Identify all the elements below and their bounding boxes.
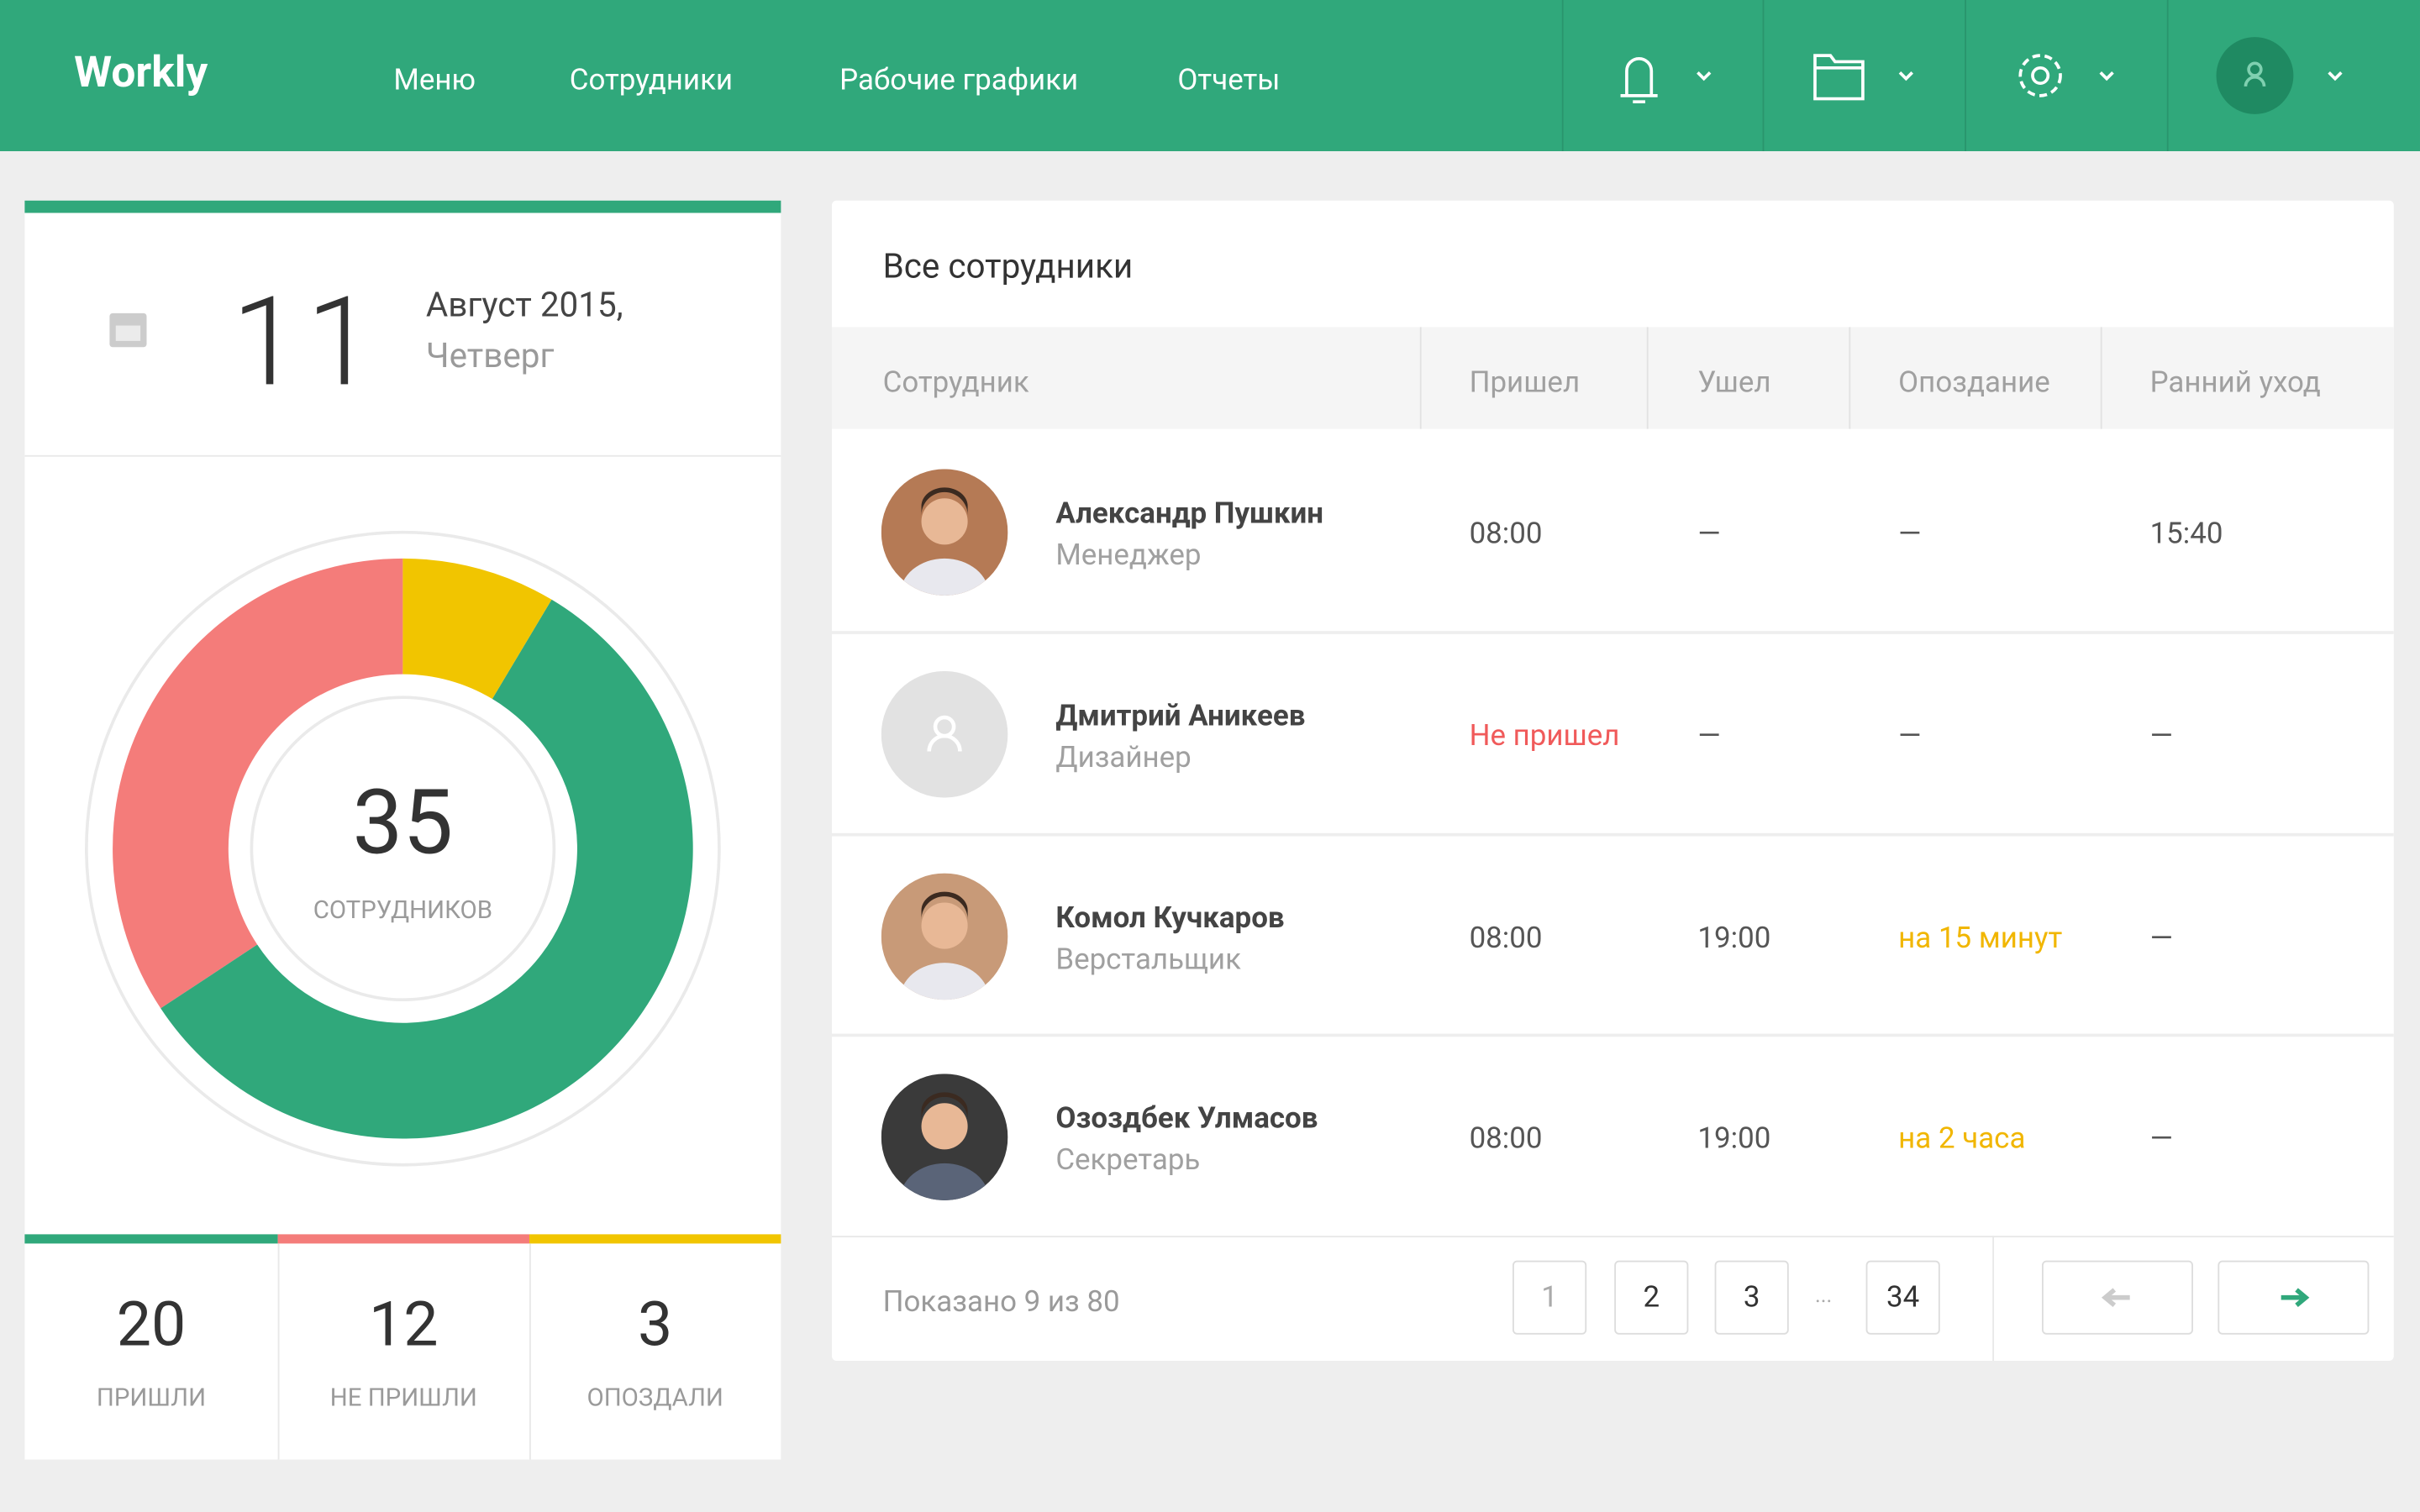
divider xyxy=(277,1243,280,1460)
avatar-button[interactable] xyxy=(2216,37,2294,114)
page-button[interactable]: 3 xyxy=(1714,1260,1789,1335)
early-leave: — xyxy=(2149,918,2173,955)
nav-item[interactable]: Отчеты xyxy=(1177,61,1281,97)
stat-label: ОПОЗДАЛИ xyxy=(587,1382,723,1412)
stat-label: НЕ ПРИШЛИ xyxy=(329,1382,477,1412)
employee-role: Дизайнер xyxy=(1055,738,1192,774)
table-title: Все сотрудники xyxy=(882,248,1134,287)
early-leave: — xyxy=(2149,1120,2173,1157)
stat-value: 12 xyxy=(369,1288,439,1361)
header xyxy=(0,0,2420,151)
calendar-icon xyxy=(109,312,147,348)
date-day: 11 xyxy=(231,270,381,416)
arrived: 08:00 xyxy=(1469,515,1543,551)
stat-value: 20 xyxy=(116,1288,187,1361)
arrived: 08:00 xyxy=(1469,918,1543,955)
divider xyxy=(1762,0,1765,151)
next-button[interactable] xyxy=(2217,1260,2370,1335)
donut-segment xyxy=(402,558,552,700)
total-label: СОТРУДНИКОВ xyxy=(313,895,493,925)
caret[interactable] xyxy=(1697,71,1712,81)
column-header[interactable]: Опоздание xyxy=(1898,364,2050,400)
avatar[interactable] xyxy=(881,1074,1008,1201)
caret[interactable] xyxy=(1898,71,1914,81)
column-header[interactable]: Ранний уход xyxy=(2149,364,2321,400)
divider xyxy=(831,630,2394,634)
divider xyxy=(1561,0,1564,151)
stat-label: ПРИШЛИ xyxy=(96,1382,207,1412)
stat-value: 3 xyxy=(638,1288,673,1361)
accent-bar xyxy=(24,200,781,213)
divider xyxy=(1965,0,1966,151)
left: — xyxy=(1697,717,1721,753)
header-icons xyxy=(1620,37,2343,114)
late: на 15 минут xyxy=(1898,918,2063,955)
late: — xyxy=(1898,515,1922,551)
column-header[interactable]: Сотрудник xyxy=(882,364,1029,400)
shown-count: Показано 9 из 80 xyxy=(882,1284,1120,1320)
donut-chart xyxy=(85,530,721,1167)
divider xyxy=(2166,0,2169,151)
divider xyxy=(831,832,2394,836)
divider xyxy=(2100,327,2102,429)
page-button[interactable]: 34 xyxy=(1865,1260,1940,1335)
divider xyxy=(529,1243,531,1460)
early-leave: — xyxy=(2149,717,2173,753)
avatar[interactable] xyxy=(881,469,1008,596)
bell-icon[interactable] xyxy=(1620,57,1658,104)
page-button[interactable]: 2 xyxy=(1614,1260,1689,1335)
employee-name[interactable]: Дмитрий Аникеев xyxy=(1055,696,1306,732)
left: 19:00 xyxy=(1697,1120,1771,1157)
date-weekday: Четверг xyxy=(425,338,555,377)
arrived: 08:00 xyxy=(1469,1120,1543,1157)
folder-icon[interactable] xyxy=(1813,54,1865,101)
caret[interactable] xyxy=(2328,71,2343,81)
stat-bar xyxy=(529,1234,781,1244)
divider xyxy=(1646,327,1649,429)
employee-name[interactable]: Александр Пушкин xyxy=(1055,495,1324,531)
inner-ring xyxy=(250,696,556,1002)
late: на 2 часа xyxy=(1898,1120,2026,1157)
donut-segment xyxy=(160,599,693,1139)
outer-ring xyxy=(85,530,721,1167)
ellipsis: ... xyxy=(1814,1284,1833,1309)
nav-item[interactable]: Рабочие графики xyxy=(839,61,1079,97)
divider xyxy=(1419,327,1422,429)
late: — xyxy=(1898,717,1922,753)
column-header[interactable]: Ушел xyxy=(1697,364,1771,400)
nav-item[interactable]: Сотрудники xyxy=(569,61,734,97)
divider xyxy=(831,1034,2394,1037)
page-button[interactable]: 1 xyxy=(1512,1260,1587,1335)
divider xyxy=(1992,1236,1995,1361)
avatar[interactable] xyxy=(881,670,1008,798)
logo[interactable]: Workly xyxy=(74,46,208,97)
divider xyxy=(1849,327,1851,429)
employee-role: Верстальщик xyxy=(1055,940,1241,976)
caret[interactable] xyxy=(2099,71,2114,81)
arrived: Не пришел xyxy=(1469,717,1620,753)
employee-name[interactable]: Комол Кучкаров xyxy=(1055,898,1285,935)
early-leave: 15:40 xyxy=(2149,515,2223,551)
date-month: Август 2015, xyxy=(425,286,623,326)
avatar[interactable] xyxy=(881,872,1008,1000)
stat-bar xyxy=(24,1234,278,1244)
divider xyxy=(24,454,781,457)
nav-item[interactable]: Меню xyxy=(393,61,476,97)
settings-icon[interactable] xyxy=(2018,54,2062,97)
divider xyxy=(831,1236,2394,1238)
total: 35 xyxy=(352,771,454,877)
donut-segment xyxy=(113,558,403,1009)
column-header[interactable]: Пришел xyxy=(1469,364,1581,400)
prev-button[interactable] xyxy=(2041,1260,2193,1335)
table-header xyxy=(831,327,2394,429)
stat-bar xyxy=(277,1234,529,1244)
employee-name[interactable]: Озоздбек Улмасов xyxy=(1055,1100,1318,1137)
employee-role: Секретарь xyxy=(1055,1142,1201,1178)
left: — xyxy=(1697,515,1721,551)
employee-role: Менеджер xyxy=(1055,537,1202,573)
left: 19:00 xyxy=(1697,918,1771,955)
